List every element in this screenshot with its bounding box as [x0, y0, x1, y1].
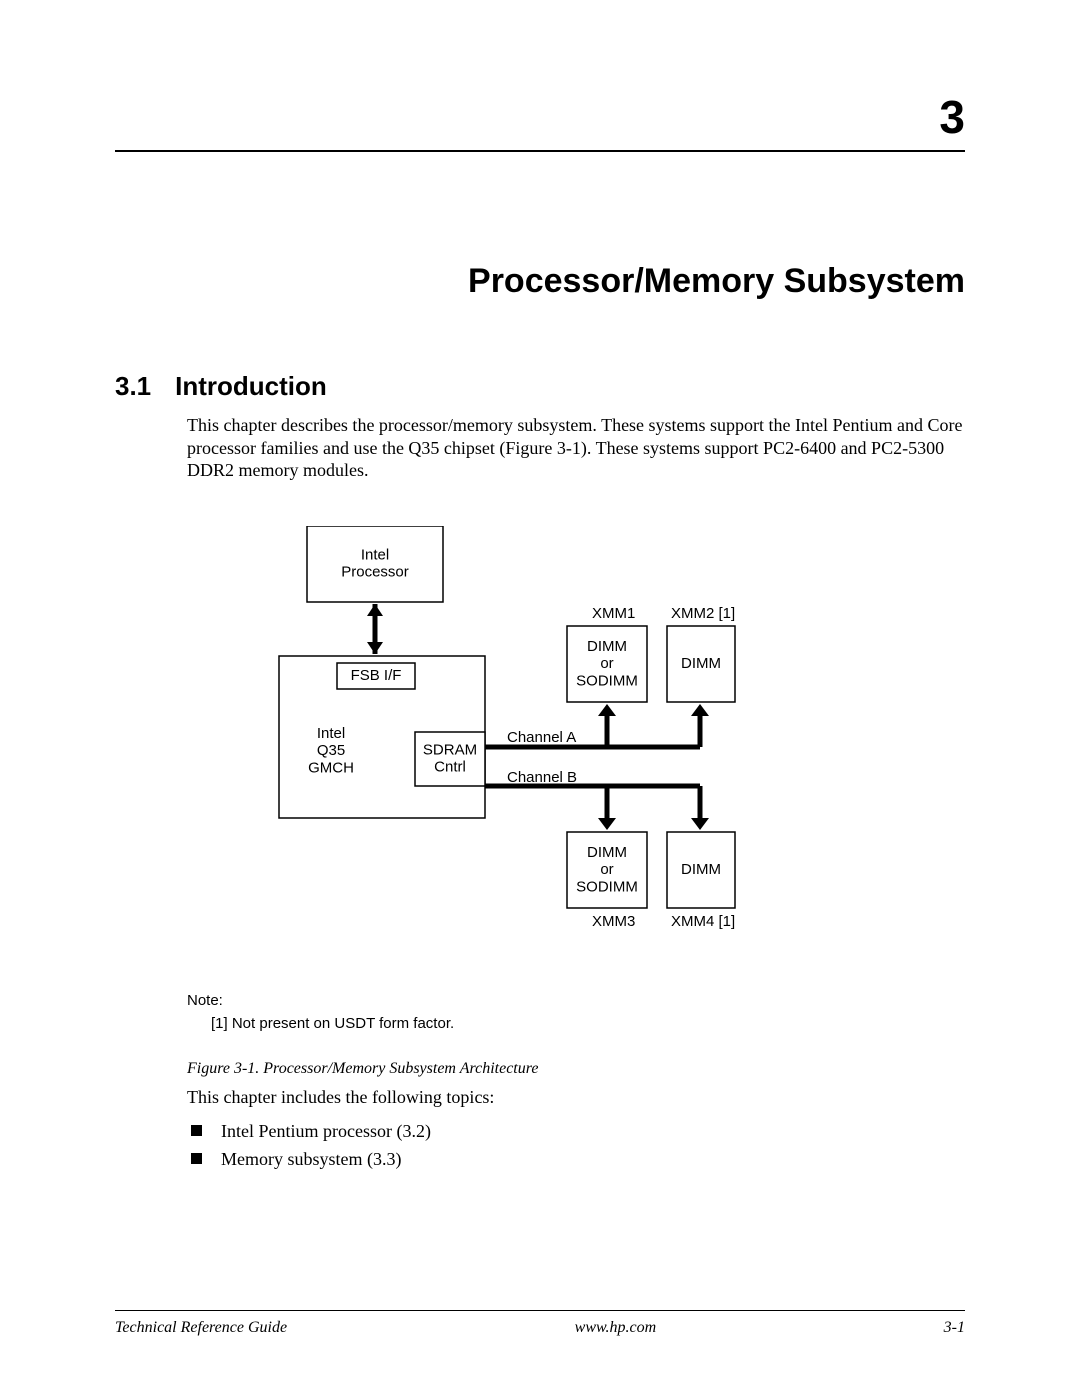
- section-heading: 3.1 Introduction: [115, 371, 965, 402]
- svg-text:DIMM: DIMM: [681, 860, 721, 877]
- topics-list: Intel Pentium processor (3.2)Memory subs…: [115, 1118, 965, 1174]
- svg-text:FSB I/F: FSB I/F: [351, 666, 402, 683]
- diagram-note-head: Note:: [187, 992, 965, 1009]
- svg-text:XMM3: XMM3: [592, 913, 635, 930]
- architecture-diagram: IntelProcessorIntelQ35GMCHFSB I/FSDRAMCn…: [115, 526, 965, 1032]
- diagram-note-body: [1] Not present on USDT form factor.: [187, 1015, 965, 1032]
- figure-caption: Figure 3-1. Processor/Memory Subsystem A…: [115, 1060, 965, 1078]
- footer-center: www.hp.com: [575, 1319, 656, 1337]
- footer-right: 3-1: [944, 1319, 965, 1337]
- svg-text:Channel B: Channel B: [507, 769, 577, 786]
- section-number: 3.1: [115, 371, 151, 402]
- svg-text:XMM1: XMM1: [592, 605, 635, 622]
- section-title: Introduction: [175, 371, 327, 402]
- svg-text:DIMM: DIMM: [681, 654, 721, 671]
- svg-text:XMM2 [1]: XMM2 [1]: [671, 605, 735, 622]
- chapter-title: Processor/Memory Subsystem: [115, 262, 965, 301]
- svg-text:XMM4 [1]: XMM4 [1]: [671, 913, 735, 930]
- page-footer: Technical Reference Guide www.hp.com 3-1: [115, 1310, 965, 1337]
- chapter-number: 3: [115, 90, 965, 152]
- page: 3 Processor/Memory Subsystem 3.1 Introdu…: [0, 0, 1080, 1397]
- topic-item: Intel Pentium processor (3.2): [187, 1118, 965, 1146]
- topic-item: Memory subsystem (3.3): [187, 1146, 965, 1174]
- block-diagram-svg: IntelProcessorIntelQ35GMCHFSB I/FSDRAMCn…: [187, 526, 827, 986]
- intro-paragraph: This chapter describes the processor/mem…: [115, 414, 965, 482]
- svg-text:Channel A: Channel A: [507, 729, 576, 746]
- topics-intro: This chapter includes the following topi…: [115, 1086, 965, 1109]
- footer-left: Technical Reference Guide: [115, 1319, 287, 1337]
